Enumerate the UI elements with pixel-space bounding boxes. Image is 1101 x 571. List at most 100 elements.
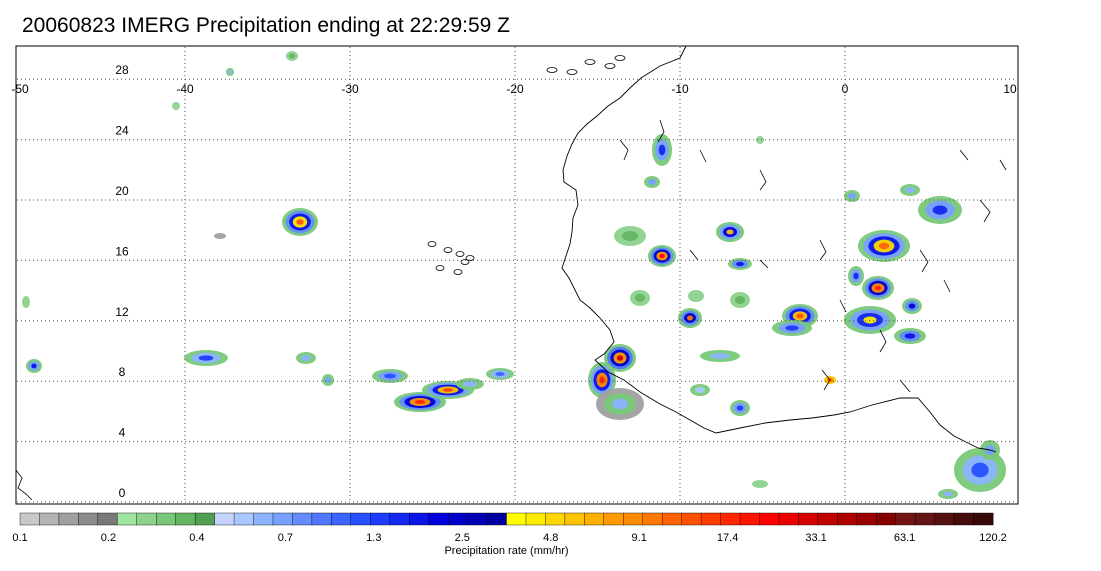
river-line: [919, 249, 929, 273]
lon-tick-label: 0: [842, 82, 849, 96]
colorbar-swatch: [759, 512, 780, 526]
river-line: [879, 329, 887, 353]
river-line: [999, 159, 1007, 171]
precip-cell: [226, 68, 234, 76]
lon-tick-label: -20: [506, 82, 524, 96]
colorbar-swatch: [19, 512, 40, 526]
precip-cell: [690, 384, 710, 396]
colorbar-swatch: [739, 512, 760, 526]
graticule: [17, 47, 1017, 503]
colorbar-swatch: [136, 512, 157, 526]
river-line: [839, 299, 847, 313]
precip-cell: [26, 359, 42, 373]
colorbar-swatch: [525, 512, 546, 526]
colorbar-swatch: [856, 512, 877, 526]
island-outline: [614, 55, 626, 61]
colorbar-swatch: [117, 512, 138, 526]
colorbar-swatch: [934, 512, 955, 526]
lat-tick-label: 4: [119, 426, 126, 440]
lat-tick-label: 12: [115, 305, 129, 319]
island-outline: [584, 59, 596, 65]
lat-tick-label: 24: [115, 124, 129, 138]
colorbar-tick-label: 2.5: [455, 532, 470, 544]
colorbar-swatch: [350, 512, 371, 526]
precip-cell: [938, 489, 958, 499]
precip-cell: [844, 306, 896, 334]
river-line: [819, 239, 827, 261]
colorbar-swatch: [175, 512, 196, 526]
precip-cell: [456, 378, 484, 390]
colorbar-swatch: [156, 512, 177, 526]
colorbar-tick-label: 9.1: [632, 532, 647, 544]
colorbar-title: Precipitation rate (mm/hr): [444, 545, 568, 557]
colorbar-swatch: [681, 512, 702, 526]
colorbar-swatch: [778, 512, 799, 526]
colorbar-tick-label: 0.2: [101, 532, 116, 544]
river-line: [759, 169, 767, 191]
lon-tick-label: -50: [11, 82, 29, 96]
precip-cell: [756, 136, 764, 144]
precip-cell: [730, 292, 750, 308]
precip-cell: [322, 374, 334, 386]
precip-cell: [372, 369, 408, 383]
colorbar-swatch: [895, 512, 916, 526]
precip-cell: [772, 320, 812, 336]
precip-cell: [172, 102, 180, 110]
island-outline: [427, 241, 437, 247]
river-line: [821, 369, 831, 391]
colorbar-swatch: [798, 512, 819, 526]
colorbar-swatch: [389, 512, 410, 526]
colorbar-swatch: [214, 512, 235, 526]
precip-cell: [844, 190, 860, 202]
precip-cell: [730, 400, 750, 416]
lon-tick-label: -10: [671, 82, 689, 96]
precip-cell: [894, 328, 926, 344]
colorbar-tick-label: 120.2: [979, 532, 1007, 544]
lat-tick-label: 16: [115, 244, 129, 258]
precip-cell: [902, 298, 922, 314]
colorbar-tick-label: 0.1: [12, 532, 27, 544]
colorbar-swatch: [953, 512, 974, 526]
coastline: [561, 45, 997, 453]
colorbar-swatch: [58, 512, 79, 526]
colorbar-swatch: [272, 512, 293, 526]
colorbar-swatch: [661, 512, 683, 526]
precip-cell: [688, 290, 704, 302]
lon-tick-label: -30: [341, 82, 359, 96]
colorbar-swatch: [194, 512, 215, 526]
colorbar-swatch: [97, 512, 118, 526]
colorbar-swatch: [331, 512, 352, 526]
river-line: [689, 249, 699, 261]
precip-cell: [648, 245, 676, 267]
colorbar-swatch: [584, 512, 605, 526]
precip-cell: [22, 296, 30, 308]
island-outline: [604, 63, 616, 69]
lat-tick-label: 8: [119, 365, 126, 379]
colorbar-swatch: [506, 512, 527, 526]
precip-cell: [394, 392, 446, 412]
colorbar-swatch: [837, 512, 858, 526]
river-line: [699, 149, 707, 163]
colorbar-swatch: [914, 512, 936, 526]
precip-cell: [652, 134, 672, 166]
precip-cell: [848, 266, 864, 286]
colorbar-tick-label: 4.8: [543, 532, 558, 544]
colorbar-swatch: [603, 512, 624, 526]
colorbar-swatch: [486, 512, 507, 526]
river-line: [979, 199, 991, 223]
island-outline: [435, 265, 445, 271]
colorbar-swatch: [370, 512, 391, 526]
precip-cell: [286, 51, 298, 61]
precipitation-layer: [22, 51, 1006, 499]
precip-cell: [782, 304, 818, 328]
river-line: [759, 259, 769, 269]
river-line: [959, 149, 969, 161]
colorbar-swatch: [973, 512, 994, 526]
colorbar-swatch: [311, 512, 332, 526]
colorbar-swatch: [233, 512, 254, 526]
precip-cell: [644, 176, 660, 188]
island-outline: [453, 269, 463, 275]
river-line: [943, 279, 951, 293]
precip-cell: [918, 196, 962, 224]
precip-cell: [596, 388, 644, 420]
